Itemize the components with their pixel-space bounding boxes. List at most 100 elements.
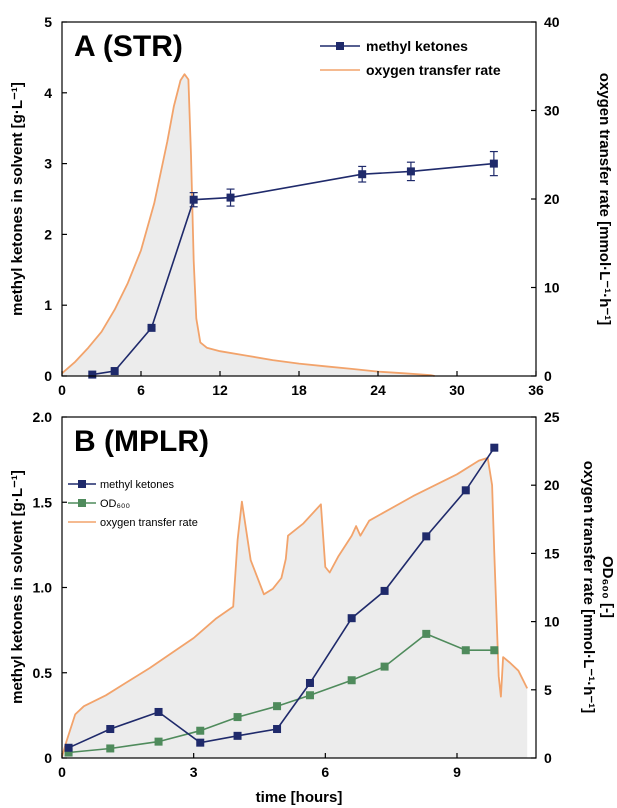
od600-point [461, 646, 470, 655]
methyl-ketones-point [489, 159, 498, 168]
methyl-ketones-point [189, 195, 198, 204]
otr-area-fill [62, 457, 528, 758]
legend-label-methyl-ketones: methyl ketones [366, 38, 468, 54]
od600-point [380, 662, 389, 671]
right-y-tick-label-0: 0 [544, 368, 552, 384]
od600-point [490, 646, 499, 655]
panel-b-x-axis-title: time [hours] [256, 789, 343, 806]
left-y-tick-label-5: 5 [44, 14, 52, 30]
legend-label-oxygen-transfer-rate: oxygen transfer rate [366, 62, 501, 78]
otr-line [61, 457, 529, 757]
panel-a-legend: methyl ketones oxygen transfer rate [320, 38, 501, 78]
methyl-ketones-point [110, 367, 119, 376]
methyl-ketones-point [358, 170, 367, 179]
methyl-ketones-point [406, 167, 415, 176]
x-tick-label-18: 18 [291, 382, 307, 398]
methyl-ketones-line [92, 162, 494, 376]
methyl-ketones-point [154, 707, 163, 716]
right-y-tick-label-30: 30 [544, 103, 560, 119]
left-y-tick-label-4: 4 [44, 85, 52, 101]
x-tick-label-6: 6 [321, 764, 329, 780]
methyl-ketones-point [147, 323, 156, 332]
panel-b-otr-shading [62, 457, 528, 758]
left-y-tick-label-0-5: 0.5 [33, 665, 53, 681]
left-y-tick-label-1-0: 1.0 [33, 580, 53, 596]
x-tick-label-36: 36 [528, 382, 544, 398]
panel-a-left-axis-title: methyl ketones in solvent [g·L⁻¹] [9, 82, 26, 316]
methyl-ketones-point [88, 370, 97, 379]
od600-point [422, 629, 431, 638]
panel-b-ticks: 0 3 6 9 0 0.5 1.0 1.5 2.0 0 5 10 15 20 25 [33, 409, 560, 780]
x-tick-label-0: 0 [58, 382, 66, 398]
od600-point [106, 744, 115, 753]
x-tick-label-24: 24 [370, 382, 386, 398]
left-y-tick-label-3: 3 [44, 156, 52, 172]
panel-a-methyl-ketones-series [88, 150, 498, 379]
methyl-ketones-point [347, 614, 356, 623]
panel-b-mplr: 0 3 6 9 0 0.5 1.0 1.5 2.0 0 5 10 15 20 25 B (MPLR) met… [9, 409, 616, 806]
legend-label-od600: OD₆₀₀ [100, 498, 130, 510]
methyl-ketones-point [64, 743, 73, 752]
methyl-ketones-point [273, 725, 282, 734]
panel-a-otr-shading [62, 74, 435, 376]
methyl-ketones-point [422, 532, 431, 541]
right-y-tick-label-20: 20 [544, 477, 560, 493]
panel-a-otr-series [61, 73, 435, 377]
panel-a-right-axis-title: oxygen transfer rate [mmol·L⁻¹·h⁻¹] [596, 73, 613, 326]
right-y-tick-label-10: 10 [544, 280, 560, 296]
left-y-tick-label-0: 0 [44, 750, 52, 766]
od600-point [305, 691, 314, 700]
left-y-tick-label-0: 0 [44, 368, 52, 384]
right-y-tick-label-0: 0 [544, 750, 552, 766]
panel-b-legend: methyl ketones OD₆₀₀ oxygen transfer rat… [68, 479, 198, 529]
x-tick-label-6: 6 [137, 382, 145, 398]
od600-point [233, 713, 242, 722]
methyl-ketones-point [226, 193, 235, 202]
od600-point [273, 702, 282, 711]
x-tick-label-12: 12 [212, 382, 228, 398]
panel-b-right-axis-title-2: OD₆₀₀ [-] [599, 556, 616, 618]
methyl-ketones-line [68, 447, 495, 749]
legend-label-methyl-ketones: methyl ketones [100, 479, 174, 491]
methyl-ketones-point [196, 738, 205, 747]
otr-area-fill [62, 74, 435, 376]
right-y-tick-label-10: 10 [544, 614, 560, 630]
methyl-ketones-point [233, 731, 242, 740]
panel-b-od600-series [64, 629, 499, 757]
right-y-tick-label-25: 25 [544, 409, 560, 425]
panel-a-label: A (STR) [74, 30, 183, 63]
otr-line [61, 73, 435, 377]
od600-point [154, 737, 163, 746]
od600-line [68, 632, 495, 754]
right-y-tick-label-15: 15 [544, 545, 560, 561]
panel-b-label: B (MPLR) [74, 425, 209, 458]
legend-marker-methyl-ketones [78, 480, 86, 488]
left-y-tick-label-1-5: 1.5 [33, 494, 53, 510]
left-y-tick-label-2-0: 2.0 [33, 409, 53, 425]
methyl-ketones-point [461, 486, 470, 495]
methyl-ketones-point [106, 725, 115, 734]
od600-point [347, 676, 356, 685]
right-y-tick-label-40: 40 [544, 14, 560, 30]
methyl-ketones-point [380, 586, 389, 595]
x-tick-label-0: 0 [58, 764, 66, 780]
right-y-tick-label-5: 5 [544, 682, 552, 698]
methyl-ketones-point [490, 443, 499, 452]
left-y-tick-label-2: 2 [44, 226, 52, 242]
od600-point [64, 748, 73, 757]
panel-b-otr-series [61, 457, 529, 757]
legend-marker-methyl-ketones [336, 42, 344, 50]
methyl-ketones-point [305, 678, 314, 687]
x-tick-label-3: 3 [190, 764, 198, 780]
panel-b-methyl-ketones-series [64, 443, 499, 752]
right-y-tick-label-20: 20 [544, 191, 560, 207]
panel-b-right-axis-title: oxygen transfer rate [mmol·L⁻¹·h⁻¹] [580, 461, 597, 714]
x-tick-label-9: 9 [453, 764, 461, 780]
x-tick-label-30: 30 [449, 382, 465, 398]
left-y-tick-label-1: 1 [44, 297, 52, 313]
legend-label-oxygen-transfer-rate: oxygen transfer rate [100, 517, 198, 529]
panel-b-left-axis-title: methyl ketones in solvent [g·L⁻¹] [9, 470, 26, 704]
